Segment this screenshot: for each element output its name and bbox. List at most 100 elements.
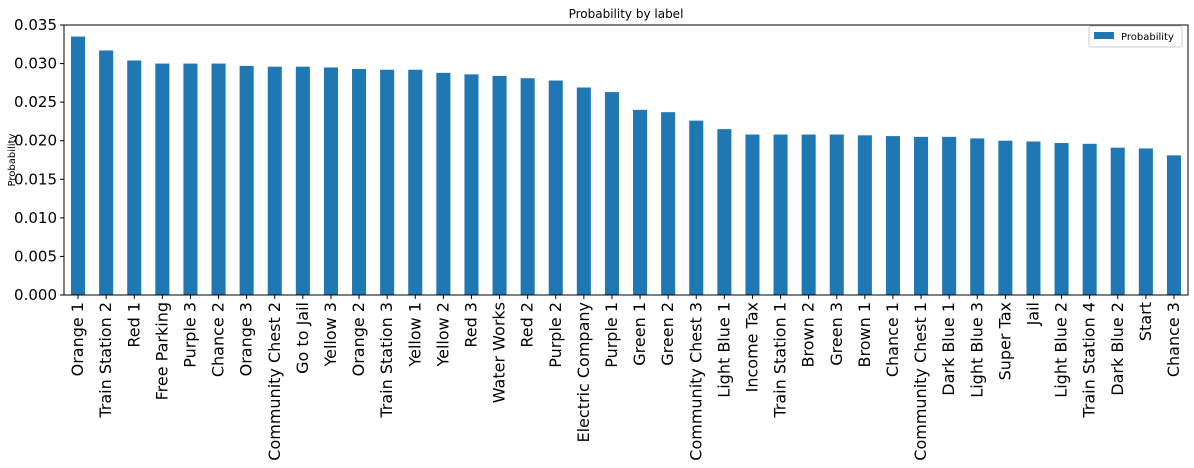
x-tick-label: Community Chest 1 [911,302,930,461]
x-tick-label: Red 2 [518,302,537,348]
x-tick-label: Purple 3 [180,302,199,368]
x-tick-label: Red 3 [461,302,480,348]
bar-light-blue-1 [717,129,732,295]
bar-light-blue-3 [970,138,985,295]
x-tick-label: Green 2 [658,302,677,366]
y-tick-label: 0.025 [14,93,57,111]
bar-yellow-2 [436,72,451,295]
y-tick-label: 0.020 [14,132,57,150]
bar-start [1138,148,1153,295]
chart-title: Probability by label [569,7,684,21]
bar-community-chest-2 [267,66,282,295]
y-tick-label: 0.005 [14,247,57,265]
x-tick-label: Brown 1 [855,302,874,367]
bar-red-2 [520,78,535,295]
x-tick-label: Light Blue 3 [967,302,986,398]
x-tick-label: Orange 2 [349,302,368,376]
x-tick-label: Train Station 4 [1080,302,1099,419]
x-tick-label: Light Blue 2 [1052,302,1071,398]
bar-brown-2 [801,134,816,295]
bar-super-tax [998,140,1013,295]
y-axis-ticks: 0.000 0.005 0.010 0.015 0.020 0.025 0.030 0.035 [14,16,64,304]
bar-income-tax [745,134,760,295]
x-tick-label: Free Parking [152,302,171,400]
x-tick-label: Red 1 [124,302,143,348]
x-tick-label: Orange 3 [237,302,256,376]
y-tick-label: 0.030 [14,55,57,73]
x-tick-label: Orange 1 [68,302,87,376]
bar-chance-3 [1166,155,1181,295]
bar-purple-3 [183,63,198,295]
bar-light-blue-2 [1054,143,1069,295]
bar-green-1 [633,109,648,295]
x-tick-label: Yellow 1 [405,302,424,368]
bar-orange-2 [352,68,367,295]
plot-frame [63,24,1189,296]
bar-train-station-4 [1082,143,1097,295]
bar-purple-1 [604,92,619,295]
bar-green-3 [829,134,844,295]
x-tick-label: Chance 2 [209,302,228,377]
bar-brown-1 [857,135,872,295]
bar-electric-company [576,87,591,296]
bar-free-parking [155,63,170,295]
x-tick-label: Train Station 3 [377,302,396,419]
legend: Probability [1088,25,1183,48]
bar-train-station-2 [99,50,114,296]
x-tick-label: Train Station 2 [96,302,115,419]
bar-train-station-1 [773,134,788,295]
x-tick-label: Electric Company [574,302,593,443]
x-tick-label: Start [1136,302,1155,341]
x-tick-label: Purple 1 [602,302,621,368]
legend-label: Probability [1121,32,1174,43]
x-tick-label: Dark Blue 2 [1108,302,1127,396]
legend-swatch [1094,32,1114,39]
bar-purple-2 [548,80,563,295]
x-tick-label: Super Tax [995,302,1014,380]
x-tick-label: Income Tax [742,302,761,392]
bar-green-2 [661,112,676,295]
y-axis-label: Probability [7,133,18,186]
x-tick-label: Chance 3 [1164,302,1183,377]
x-tick-label: Water Works [490,302,509,403]
bar-water-works [492,75,507,295]
bar-yellow-1 [408,69,423,296]
x-tick-label: Brown 2 [799,302,818,367]
x-tick-label: Green 1 [630,302,649,366]
x-tick-label: Purple 2 [546,302,565,368]
x-tick-label: Green 3 [827,302,846,366]
bar-red-3 [464,74,479,296]
y-tick-label: 0.035 [14,16,57,34]
bar-orange-1 [71,36,86,295]
y-tick-label: 0.000 [14,286,57,304]
bars-group [71,36,1181,296]
x-tick-label: Light Blue 1 [714,302,733,398]
x-tick-label: Yellow 2 [433,302,452,368]
bar-community-chest-3 [689,120,704,295]
bar-chance-1 [885,136,900,295]
bar-red-1 [127,60,142,295]
x-tick-label: Go to Jail [293,302,312,374]
x-tick-label: Yellow 3 [321,302,340,368]
legend-box [1088,25,1183,48]
bar-yellow-3 [323,67,338,296]
x-tick-label: Jail [1023,302,1042,326]
x-tick-label: Chance 1 [883,302,902,377]
bar-community-chest-1 [914,136,929,295]
bar-train-station-3 [380,69,395,296]
x-tick-label: Dark Blue 1 [939,302,958,396]
x-tick-label: Train Station 1 [771,302,790,419]
x-tick-label: Community Chest 2 [265,302,284,461]
y-tick-label: 0.015 [14,170,57,188]
bar-go-to-jail [295,66,310,295]
x-axis-ticks: Orange 1 Train Station 2 Red 1 Free Parking… [68,295,1183,461]
bar-chance-2 [211,63,226,295]
bar-jail [1026,141,1041,295]
x-tick-label: Community Chest 3 [686,302,705,461]
bar-dark-blue-2 [1110,147,1125,295]
bar-dark-blue-1 [942,136,957,295]
bar-orange-3 [239,65,254,295]
y-tick-label: 0.010 [14,209,57,227]
